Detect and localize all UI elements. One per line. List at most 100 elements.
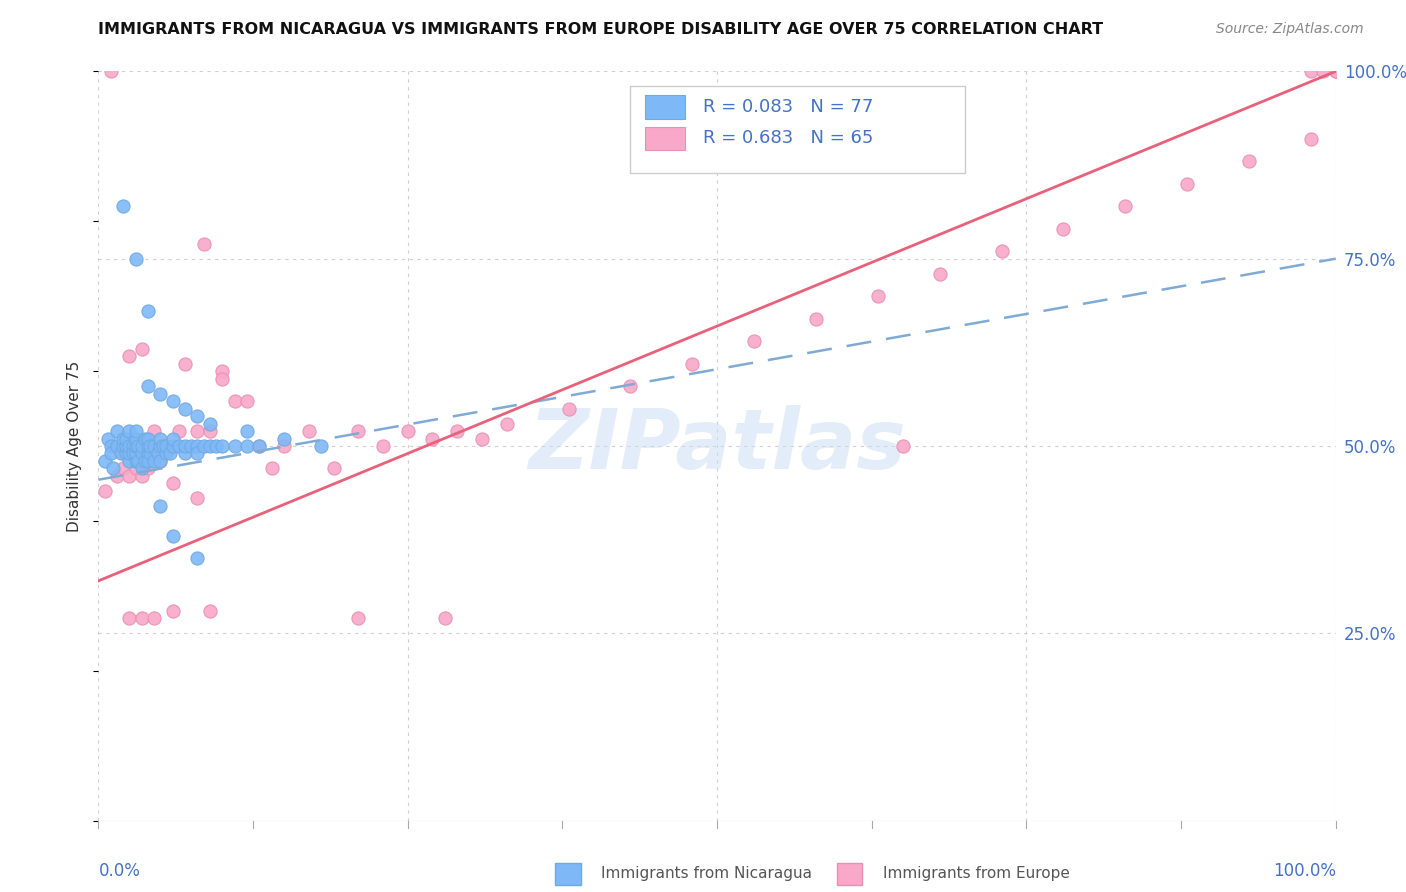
Point (149, 432, 172, 446)
Point (143, 454, 166, 468)
Point (236, 439, 259, 453)
Bar (645, 127, 685, 151)
Point (162, 432, 184, 446)
Bar (645, 95, 685, 120)
Point (149, 454, 172, 468)
Point (159, 446, 181, 460)
Text: IMMIGRANTS FROM NICARAGUA VS IMMIGRANTS FROM EUROPE DISABILITY AGE OVER 75 CORRE: IMMIGRANTS FROM NICARAGUA VS IMMIGRANTS … (98, 22, 1104, 37)
Point (139, 439, 162, 453)
Point (131, 461, 153, 475)
Point (162, 394, 184, 409)
Point (1312, 64, 1334, 78)
Point (143, 424, 166, 438)
Point (149, 454, 172, 468)
Point (1052, 221, 1074, 235)
Point (103, 461, 125, 475)
Point (124, 439, 146, 453)
Point (100, 446, 122, 460)
Point (309, 439, 332, 453)
Point (186, 491, 208, 506)
Point (928, 267, 950, 281)
Point (131, 342, 153, 356)
Point (186, 446, 208, 460)
Point (211, 439, 233, 453)
Point (149, 439, 172, 453)
Point (174, 446, 197, 460)
Point (211, 371, 233, 385)
Point (1114, 199, 1136, 213)
Point (1237, 154, 1260, 169)
Point (112, 432, 135, 446)
Point (105, 469, 128, 483)
Point (127, 454, 149, 468)
Point (1324, 64, 1347, 78)
Text: 100.0%: 100.0% (1272, 862, 1336, 880)
Point (422, 432, 444, 446)
Point (162, 476, 184, 491)
Point (112, 199, 135, 213)
Point (174, 357, 197, 371)
Point (134, 454, 156, 468)
Point (114, 432, 136, 446)
Point (162, 529, 184, 543)
Point (347, 424, 370, 438)
Point (131, 439, 153, 453)
Point (118, 454, 141, 468)
Point (273, 432, 295, 446)
Point (322, 461, 344, 475)
Point (124, 446, 146, 460)
Point (224, 439, 246, 453)
Point (118, 349, 141, 363)
Point (131, 611, 153, 625)
Point (557, 401, 579, 416)
Point (112, 461, 135, 475)
Point (1324, 64, 1347, 78)
Point (124, 454, 146, 468)
Point (260, 461, 283, 475)
Point (118, 439, 141, 453)
Point (136, 304, 159, 318)
Point (1299, 132, 1322, 146)
Point (186, 439, 208, 453)
Point (167, 424, 190, 438)
Point (100, 64, 122, 78)
Point (198, 417, 221, 431)
Point (186, 551, 208, 566)
Point (247, 439, 270, 453)
Point (804, 311, 827, 326)
Point (180, 439, 202, 453)
Point (114, 439, 136, 453)
Point (371, 439, 394, 453)
Point (100, 439, 122, 453)
Point (298, 424, 321, 438)
Point (118, 611, 141, 625)
Point (155, 446, 177, 460)
Point (136, 454, 159, 468)
Point (174, 439, 197, 453)
Point (122, 439, 145, 453)
Point (162, 604, 184, 618)
Point (118, 469, 141, 483)
Point (186, 424, 208, 438)
Point (347, 611, 370, 625)
Point (224, 394, 246, 409)
Point (124, 454, 146, 468)
Point (143, 439, 166, 453)
Point (681, 357, 703, 371)
Point (446, 424, 468, 438)
Point (236, 424, 259, 438)
Point (211, 364, 233, 378)
Point (990, 244, 1012, 259)
Point (131, 446, 153, 460)
Point (396, 424, 419, 438)
Point (118, 424, 141, 438)
Text: R = 0.083   N = 77: R = 0.083 N = 77 (703, 98, 873, 116)
Text: Source: ZipAtlas.com: Source: ZipAtlas.com (1216, 22, 1364, 37)
Point (114, 446, 136, 460)
Point (471, 432, 494, 446)
Point (236, 394, 259, 409)
Point (186, 409, 208, 423)
Point (127, 439, 149, 453)
Point (1324, 64, 1347, 78)
Point (174, 401, 197, 416)
